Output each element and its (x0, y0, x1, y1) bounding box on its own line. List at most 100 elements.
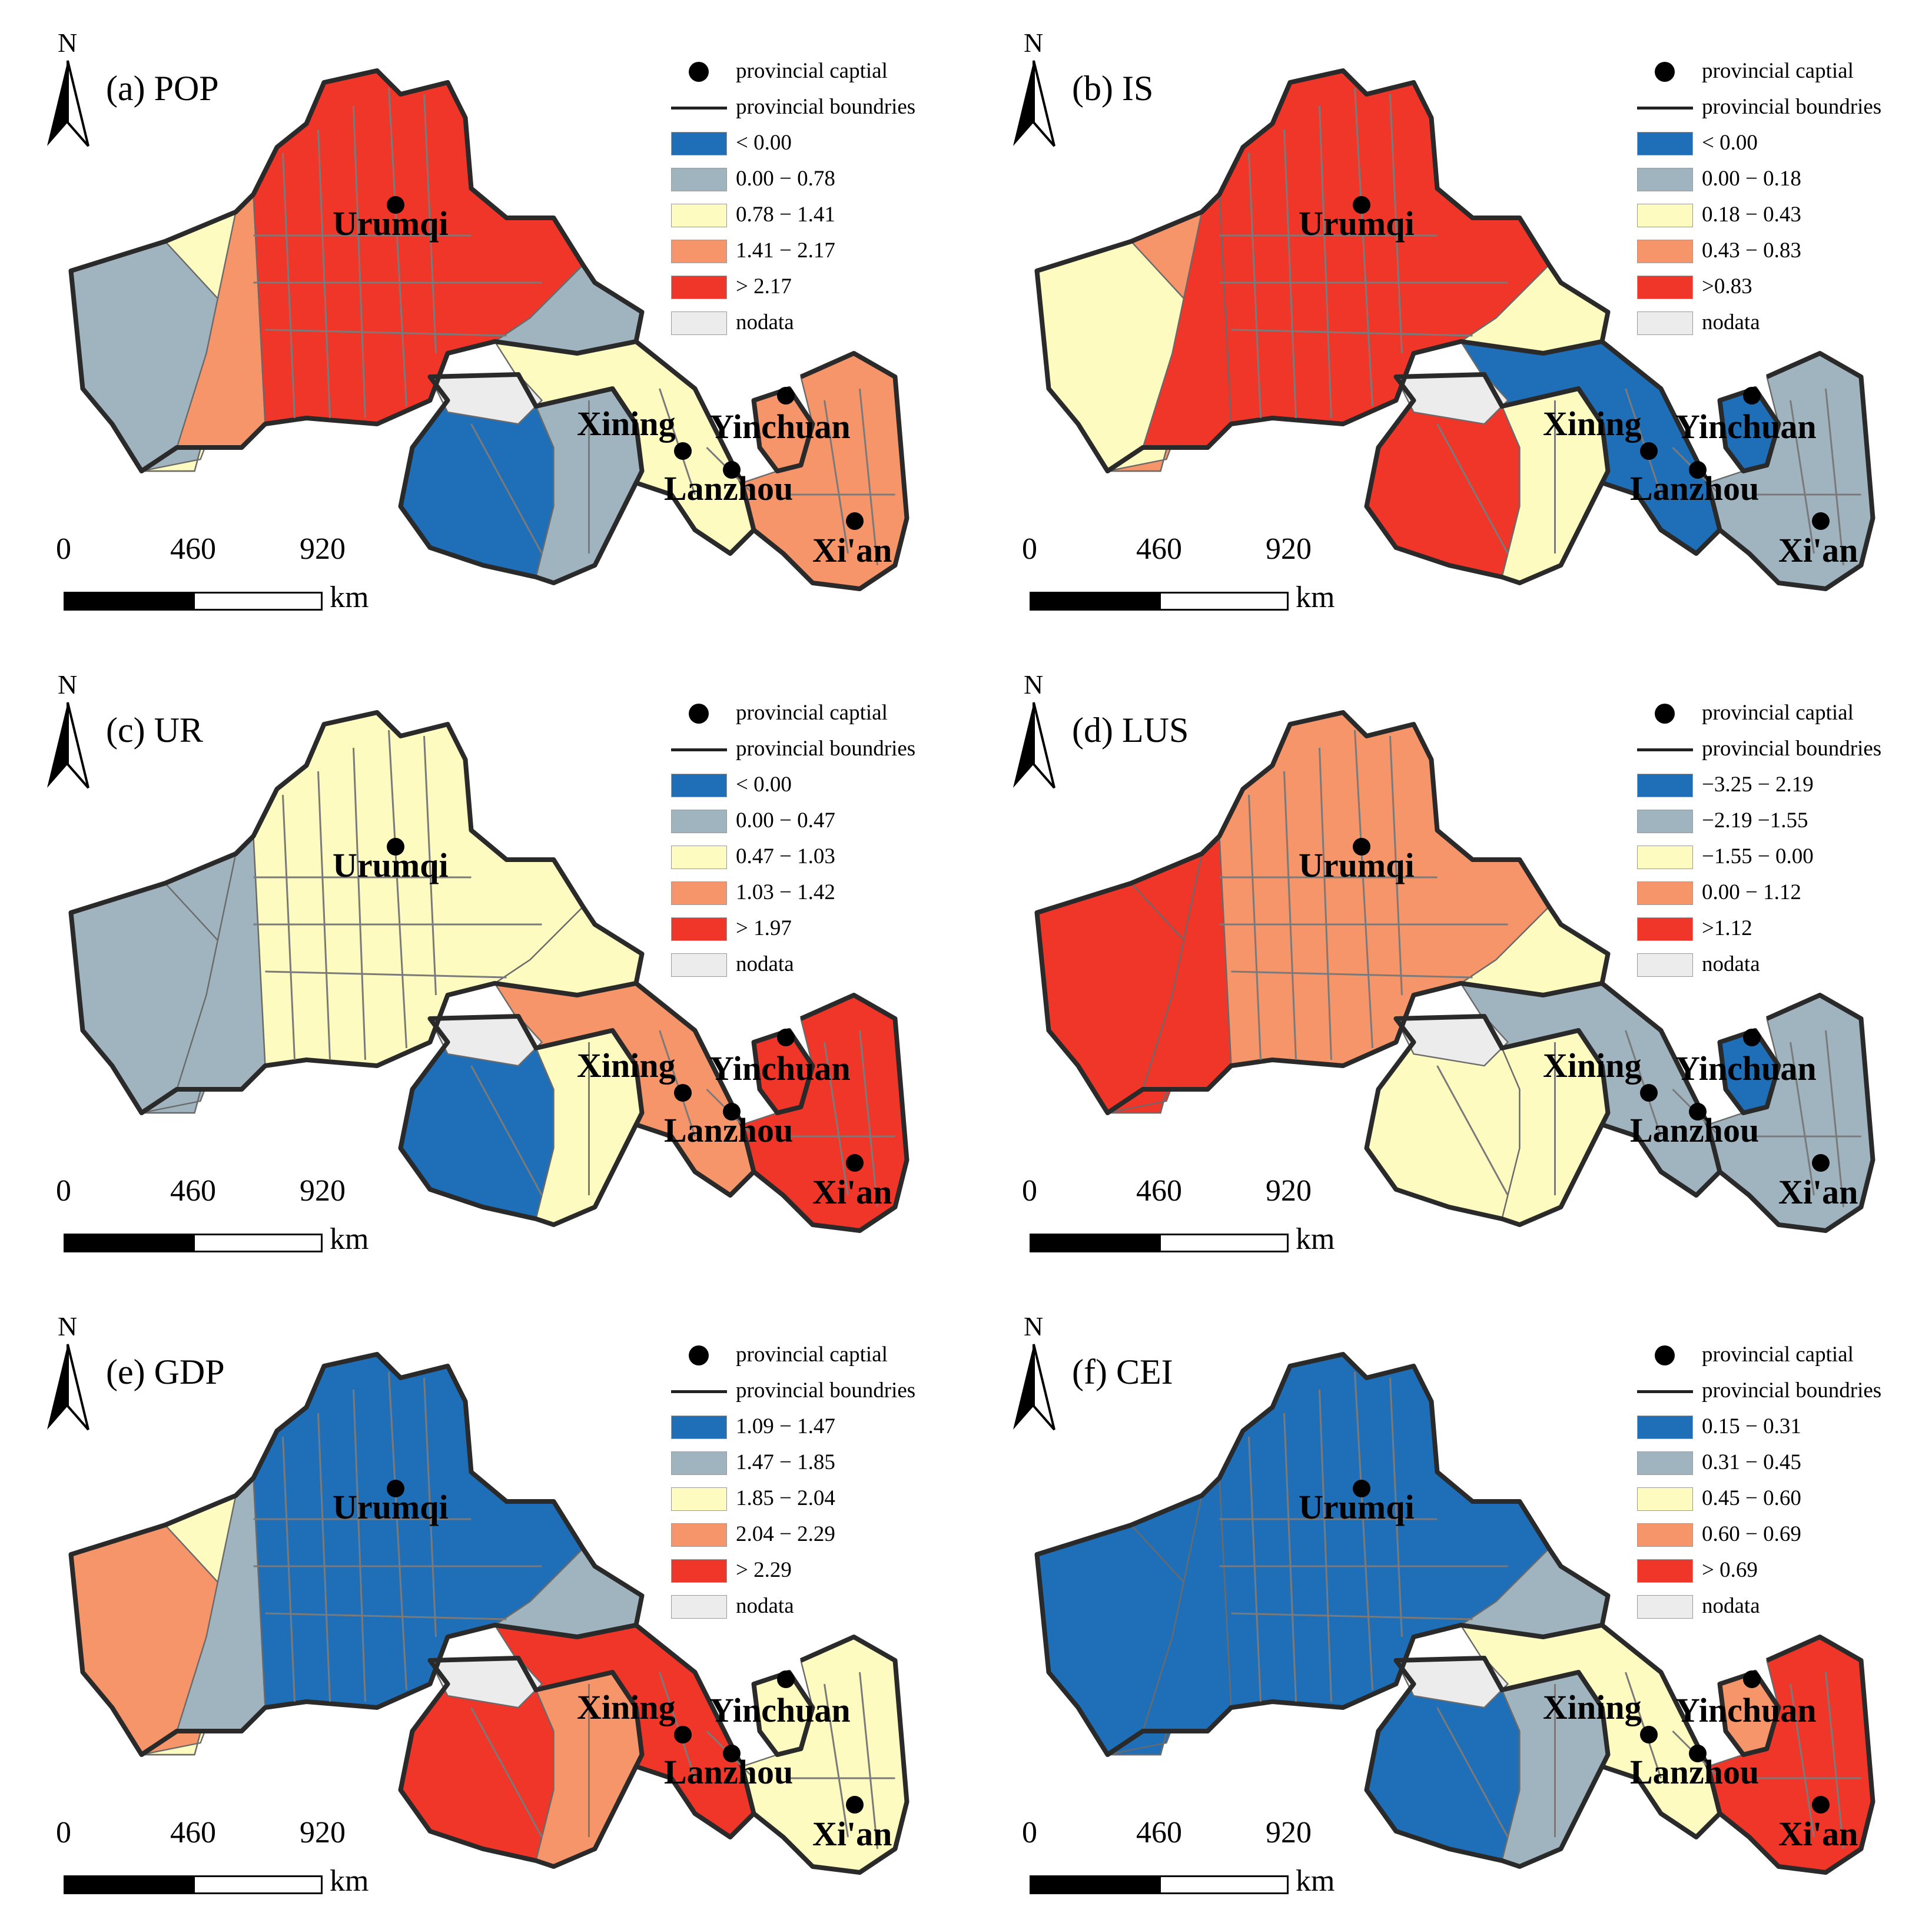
legend-class-4-label: 1.41 − 2.17 (736, 238, 835, 263)
map-canvas (1034, 1352, 1875, 1875)
scale-bar: 0 460 920 km (1022, 532, 1355, 614)
capital-dot-urumqi (387, 196, 404, 214)
swatch-class-3 (1637, 204, 1693, 227)
legend-nodata-label: nodata (1702, 310, 1760, 334)
city-label-yinchuan: Yinchuan (1675, 1691, 1817, 1729)
boundary-line-icon (671, 1380, 727, 1403)
scale-unit: km (330, 1222, 369, 1256)
swatch-class-5 (671, 917, 727, 941)
legend-class-3-label: 0.18 − 0.43 (1702, 203, 1801, 227)
qinghai-boundary (398, 372, 645, 585)
legend-class-4-label: 1.03 − 1.42 (736, 880, 835, 904)
swatch-nodata (671, 953, 727, 977)
city-label-lanzhou: Lanzhou (664, 469, 794, 508)
swatch-class-1 (671, 132, 727, 155)
panel-title: (e) GDP (106, 1352, 225, 1391)
north-letter: N (58, 28, 78, 58)
xinjiang-boundary (1034, 1352, 1611, 1757)
scale-tick-920: 920 (1266, 532, 1312, 566)
city-label-xian: Xi'an (1778, 531, 1858, 569)
legend-boundary-label: provincial boundries (736, 1378, 916, 1403)
scale-unit: km (330, 1864, 369, 1898)
city-label-xian: Xi'an (812, 1815, 892, 1853)
legend-class-1-label: 1.09 − 1.47 (736, 1414, 835, 1438)
legend-capital-label: provincial captial (736, 59, 888, 83)
legend-class-3-label: 1.85 − 2.04 (736, 1486, 835, 1510)
swatch-class-2 (1637, 1451, 1693, 1475)
region-qinghai-west (400, 399, 555, 578)
city-label-yinchuan: Yinchuan (1675, 407, 1817, 446)
scale-bar-black (1030, 1234, 1159, 1252)
north-letter: N (58, 669, 78, 700)
legend-class-2: −2.19 −1.55 (1637, 803, 1920, 838)
region-qinghai-west (1366, 399, 1521, 578)
city-label-xining: Xining (1543, 1688, 1642, 1726)
map-panel-lus: N (d) LUS provincial captial provincial … (966, 642, 1932, 1284)
swatch-class-1 (1637, 132, 1693, 155)
scale-tick-0: 0 (1022, 1174, 1037, 1208)
boundary-layer (1034, 1352, 1875, 1875)
capital-dot-yinchuan (1743, 1670, 1761, 1688)
shaanxi-boundary (1718, 993, 1875, 1233)
swatch-class-1 (1637, 774, 1693, 797)
map-panel-cei: N (f) CEI provincial captial provincial … (966, 1284, 1932, 1925)
legend-class-1: −3.25 − 2.19 (1637, 767, 1920, 803)
legend-class-1: < 0.00 (671, 125, 954, 161)
scale-bar-white (193, 1875, 323, 1894)
legend-class-1-label: −3.25 − 2.19 (1702, 773, 1814, 797)
city-label-lanzhou: Lanzhou (1630, 469, 1760, 508)
capital-dot-urumqi (387, 838, 404, 856)
city-label-xining: Xining (1543, 1046, 1642, 1085)
legend: provincial captial provincial boundries … (1637, 53, 1920, 340)
scale-tick-920: 920 (300, 1816, 346, 1849)
qinghai-boundary (1364, 1656, 1611, 1869)
panel-title: (f) CEI (1072, 1352, 1173, 1391)
boundary-line-icon (1637, 738, 1693, 761)
city-label-urumqi: Urumqi (1299, 204, 1415, 243)
legend-boundary: provincial boundries (671, 1373, 954, 1408)
legend-boundary-label: provincial boundries (1702, 1378, 1882, 1403)
scale-tick-920: 920 (1266, 1816, 1312, 1849)
legend-class-3: −1.55 − 0.00 (1637, 838, 1920, 874)
city-label-urumqi: Urumqi (1299, 846, 1415, 884)
legend-nodata: nodata (671, 1588, 954, 1624)
qinghai-boundary (1364, 372, 1611, 585)
map-canvas (68, 710, 909, 1233)
swatch-nodata (1637, 1595, 1693, 1619)
swatch-class-3 (671, 1487, 727, 1511)
north-arrow: N (41, 671, 94, 789)
capital-dot-xining (1640, 1726, 1658, 1743)
legend-capital: provincial captial (671, 1337, 954, 1373)
map-canvas (68, 1352, 909, 1875)
swatch-class-3 (671, 846, 727, 869)
xinjiang-boundary (68, 1352, 645, 1757)
legend-class-2-label: 1.47 − 1.85 (736, 1450, 835, 1474)
scale-tick-0: 0 (56, 1816, 71, 1849)
region-qinghai-west (400, 1683, 555, 1862)
panel-title: (a) POP (106, 69, 219, 108)
north-arrow-icon (1013, 60, 1055, 147)
legend-class-5-label: > 0.69 (1702, 1558, 1758, 1582)
legend: provincial captial provincial boundries … (1637, 695, 1920, 982)
scale-tick-920: 920 (300, 532, 346, 566)
legend-class-3: 0.45 − 0.60 (1637, 1480, 1920, 1516)
region-qinghai-west (1366, 1041, 1521, 1220)
capital-dot-xining (674, 442, 692, 460)
qinghai-boundary (398, 1014, 645, 1227)
capital-dot-xining (674, 1726, 692, 1743)
north-arrow: N (1007, 671, 1060, 789)
legend-class-3: 0.18 − 0.43 (1637, 197, 1920, 233)
legend-capital-label: provincial captial (1702, 1342, 1854, 1367)
map-panel-ur: N (c) UR provincial captial provincial b… (0, 642, 966, 1284)
legend-class-2: 0.00 − 0.18 (1637, 161, 1920, 197)
swatch-class-1 (671, 774, 727, 797)
qinghai-boundary (398, 1656, 645, 1869)
city-label-urumqi: Urumqi (333, 846, 449, 884)
city-label-lanzhou: Lanzhou (664, 1753, 794, 1791)
swatch-class-2 (671, 168, 727, 191)
north-arrow-icon (47, 702, 89, 789)
legend-class-5: > 1.97 (671, 910, 954, 946)
swatch-class-5 (1637, 1559, 1693, 1583)
legend-capital: provincial captial (1637, 53, 1920, 89)
city-label-yinchuan: Yinchuan (1675, 1049, 1817, 1088)
